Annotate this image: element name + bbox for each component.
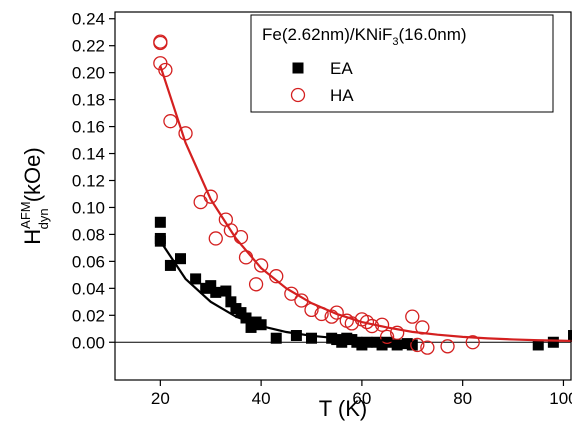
data-point bbox=[175, 253, 187, 265]
data-point bbox=[164, 259, 176, 271]
data-point bbox=[379, 329, 395, 345]
y-label-sup: AFM bbox=[18, 201, 33, 228]
x-tick-label: 80 bbox=[453, 389, 472, 408]
data-point bbox=[223, 223, 239, 238]
y-tick-label: 0.10 bbox=[72, 198, 105, 217]
y-tick-label: 0.02 bbox=[72, 306, 105, 325]
data-point bbox=[225, 296, 237, 308]
y-tick-label: 0.06 bbox=[72, 252, 105, 271]
y-tick-label: 0.00 bbox=[72, 333, 105, 352]
data-point bbox=[205, 280, 217, 292]
data-point bbox=[255, 319, 267, 331]
data-point bbox=[233, 229, 249, 245]
x-tick-label: 60 bbox=[352, 389, 371, 408]
data-point bbox=[324, 309, 339, 324]
data-point bbox=[154, 235, 166, 247]
data-point bbox=[284, 286, 299, 301]
data-point bbox=[344, 316, 359, 331]
legend-title-end: (16.0nm) bbox=[399, 25, 467, 44]
data-point bbox=[220, 285, 232, 297]
data-point bbox=[306, 332, 318, 344]
data-point bbox=[381, 336, 393, 348]
y-tick-label: 0.18 bbox=[72, 91, 105, 110]
data-point bbox=[290, 330, 302, 342]
x-tick-label: 100 bbox=[549, 389, 572, 408]
x-tick-label: 40 bbox=[252, 389, 271, 408]
data-point bbox=[240, 312, 252, 324]
data-point bbox=[405, 309, 420, 324]
data-point bbox=[406, 339, 418, 351]
data-point bbox=[158, 62, 173, 78]
data-point bbox=[568, 330, 572, 342]
y-tick-label: 0.24 bbox=[72, 10, 105, 29]
data-point bbox=[253, 258, 269, 273]
data-point bbox=[208, 231, 223, 246]
y-tick-label: 0.08 bbox=[72, 225, 105, 244]
data-point bbox=[547, 336, 559, 348]
data-point bbox=[248, 277, 264, 292]
y-label-main: H bbox=[20, 229, 45, 245]
data-point bbox=[329, 305, 344, 320]
data-point bbox=[193, 194, 208, 210]
data-point bbox=[532, 339, 544, 351]
data-point bbox=[210, 286, 222, 298]
data-point bbox=[153, 35, 168, 51]
x-tick-label: 20 bbox=[151, 389, 170, 408]
y-tick-label: 0.20 bbox=[72, 64, 105, 83]
legend-label: HA bbox=[330, 86, 354, 105]
legend: EA HA bbox=[290, 59, 354, 105]
data-point bbox=[190, 273, 202, 285]
y-tick-label: 0.04 bbox=[72, 279, 105, 298]
data-point bbox=[390, 325, 405, 340]
y-tick-label: 0.16 bbox=[72, 118, 105, 137]
legend-marker bbox=[290, 87, 306, 103]
legend-title: Fe(2.62nm)/KNiF3(16.0nm) bbox=[262, 25, 467, 48]
y-label-sub: dyn bbox=[36, 208, 51, 229]
y-tick-label: 0.14 bbox=[72, 145, 105, 164]
data-point bbox=[391, 339, 403, 351]
data-point bbox=[163, 114, 178, 129]
legend-marker bbox=[292, 62, 304, 74]
legend-title-sub: 3 bbox=[392, 36, 398, 48]
x-axis-label: T (K) bbox=[319, 396, 367, 421]
plot-area bbox=[115, 34, 572, 355]
data-point bbox=[465, 335, 480, 350]
fit-curve bbox=[159, 240, 413, 343]
y-axis-label: HAFM dyn (kOe) bbox=[18, 147, 51, 244]
data-point bbox=[154, 216, 166, 228]
data-point bbox=[420, 340, 435, 355]
fit-curve bbox=[159, 65, 572, 343]
legend-label: EA bbox=[330, 59, 353, 78]
data-point bbox=[203, 189, 218, 204]
legend-title-main: Fe(2.62nm)/KNiF bbox=[262, 25, 392, 44]
data-point bbox=[270, 332, 282, 344]
y-tick-label: 0.22 bbox=[72, 37, 105, 56]
data-point bbox=[410, 337, 425, 353]
data-point bbox=[361, 336, 373, 348]
y-tick-label: 0.12 bbox=[72, 171, 105, 190]
data-point bbox=[440, 339, 455, 354]
y-label-unit: (kOe) bbox=[20, 147, 45, 208]
plot-frame bbox=[114, 11, 572, 381]
